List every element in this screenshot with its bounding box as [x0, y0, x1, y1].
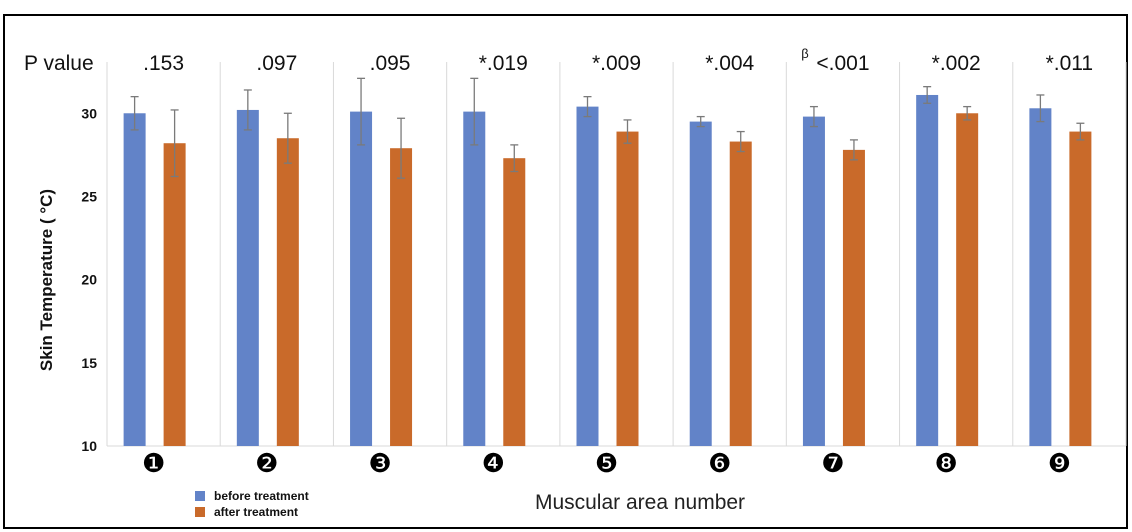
y-tick-label: 20 [81, 272, 97, 288]
bar-after [956, 113, 979, 446]
bar-before [123, 113, 146, 446]
bar-after [729, 141, 752, 446]
p-value-label: .095 [370, 52, 411, 75]
y-tick-label: 10 [81, 438, 97, 454]
legend-label: after treatment [214, 505, 298, 519]
pvalue-label: P value [24, 52, 94, 75]
y-tick-label: 25 [81, 188, 97, 204]
legend: before treatment after treatment [195, 489, 309, 519]
category-label: ❺ [595, 449, 618, 479]
p-value-superscript: β [801, 46, 808, 61]
category-label: ❸ [368, 449, 391, 479]
category-label: ❹ [482, 449, 505, 479]
p-value-label: *.004 [705, 52, 754, 75]
bar-after [503, 158, 526, 446]
category-label: ❷ [255, 449, 278, 479]
legend-label: before treatment [214, 489, 309, 503]
p-value-label: *.019 [479, 52, 528, 75]
category-label: ❼ [821, 449, 844, 479]
bar-before [350, 111, 373, 446]
bar-before [236, 109, 259, 446]
bar-before [463, 111, 486, 446]
category-label: ❽ [935, 449, 958, 479]
p-value-label: <.001 [816, 52, 869, 75]
bar-before [689, 121, 712, 446]
p-value-label: *.002 [932, 52, 981, 75]
category-label: ❶ [142, 449, 165, 479]
bar-before [1029, 108, 1052, 447]
y-tick-label: 30 [81, 105, 97, 121]
bar-after [276, 138, 299, 446]
bar-after [1069, 131, 1092, 446]
bar-before [802, 116, 825, 446]
bar-before [576, 106, 599, 447]
x-axis-label: Muscular area number [535, 491, 745, 514]
p-value-label: *.011 [1046, 52, 1094, 75]
p-value-label: .097 [256, 52, 297, 75]
legend-swatch [195, 507, 205, 517]
y-axis-label: Skin Temperature ( °C) [37, 189, 56, 371]
chart-frame [3, 14, 1128, 529]
plot-area: 10 15 20 25 30 .153 ❶ .097 ❷ .095 ❸ *.019 ❹ *.009 ❺ *.0… [81, 46, 1127, 479]
bar-before [916, 94, 939, 447]
bar-after [616, 131, 639, 446]
p-value-label: *.009 [592, 52, 641, 75]
category-label: ❾ [1048, 449, 1071, 479]
legend-swatch [195, 491, 205, 501]
category-label: ❻ [708, 449, 731, 479]
bar-after [842, 149, 865, 446]
bar-after [163, 143, 186, 446]
y-tick-label: 15 [81, 355, 97, 371]
bar-after [390, 148, 413, 446]
p-value-label: .153 [143, 52, 184, 75]
